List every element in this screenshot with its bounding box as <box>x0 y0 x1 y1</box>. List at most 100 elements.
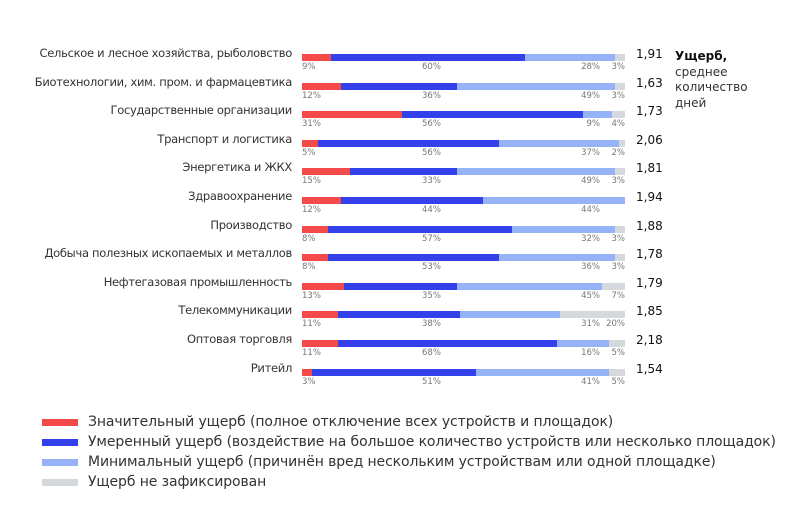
data-label: 7% <box>611 290 626 301</box>
data-label: 44% <box>422 205 441 215</box>
bar-segment <box>302 168 351 176</box>
bar-segment <box>608 368 625 376</box>
data-label: 31% <box>302 119 321 130</box>
bar-segment <box>302 111 403 119</box>
data-label: 2% <box>611 147 626 158</box>
bar-segment <box>302 54 332 61</box>
data-label: 11% <box>302 348 321 358</box>
legend-item-severe: Значительный ущерб (полное отключение вс… <box>42 412 776 432</box>
category-label: Нефтегазовая промышленность <box>103 274 293 289</box>
avg-days-value: 1,73 <box>636 104 663 119</box>
bar-segment <box>615 225 625 233</box>
legend-swatch <box>42 438 78 446</box>
bar-segment <box>615 254 625 262</box>
bar-segment <box>499 254 616 262</box>
data-label: 53% <box>422 262 441 273</box>
bar-segment <box>302 340 338 347</box>
data-label: 56% <box>422 147 441 158</box>
legend-item-minimal: Минимальный ущерб (причинён вред несколь… <box>42 452 776 472</box>
data-label: 3% <box>302 376 316 387</box>
data-label: 31% <box>581 319 600 330</box>
bar-segment <box>337 311 461 319</box>
data-label: 5% <box>611 348 626 358</box>
data-label: 3% <box>611 176 626 187</box>
avg-days-value: 2,06 <box>636 132 663 147</box>
bar-segment <box>615 168 625 176</box>
data-label: 68% <box>422 348 441 358</box>
data-label: 12% <box>302 205 321 215</box>
bar-segment <box>511 225 616 233</box>
data-label: 9% <box>586 119 601 130</box>
legend-label: Умеренный ущерб (воздействие на большое … <box>88 434 776 450</box>
bar-segment <box>557 340 609 347</box>
bar-segment <box>618 139 625 147</box>
data-label: 8% <box>302 233 316 244</box>
bar-segment <box>482 197 625 204</box>
data-label: 45% <box>581 290 600 301</box>
data-label: 11% <box>302 319 321 330</box>
category-label: Добыча полезных ископаемых и металлов <box>44 246 292 261</box>
avg-days-value: 1,81 <box>636 161 663 176</box>
bar-segment <box>302 282 344 290</box>
category-label: Производство <box>210 217 292 232</box>
bar-segment <box>337 340 558 347</box>
bar-segment <box>302 254 328 262</box>
avg-days-title-line: среднее <box>675 64 728 79</box>
avg-days-value: 2,18 <box>636 333 663 347</box>
avg-days-value: 1,79 <box>636 275 663 290</box>
data-label: 38% <box>422 319 441 330</box>
data-label: 44% <box>581 205 600 215</box>
data-label: 32% <box>581 233 600 244</box>
data-label: 35% <box>422 290 441 301</box>
data-label: 51% <box>422 376 441 387</box>
data-label: 20% <box>606 319 625 330</box>
bar-segment <box>340 197 483 204</box>
data-label: 9% <box>302 62 316 72</box>
stacked-bar-chart: Сельское и лесное хозяйства, рыболовство… <box>34 46 663 387</box>
bar-segment <box>302 139 319 147</box>
legend-item-none: Ущерб не зафиксирован <box>42 472 776 492</box>
legend-item-moderate: Умеренный ущерб (воздействие на большое … <box>42 432 776 452</box>
bar-segment <box>457 282 603 290</box>
data-label: 3% <box>611 262 626 273</box>
avg-days-title: Ущерб, среднее количество дней <box>675 49 748 111</box>
data-label: 8% <box>302 262 316 273</box>
data-label: 3% <box>611 90 626 101</box>
data-label: 5% <box>611 376 626 387</box>
data-label: 13% <box>302 290 321 301</box>
legend-label: Ущерб не зафиксирован <box>88 474 267 490</box>
data-label: 16% <box>581 348 600 358</box>
bar-segment <box>402 111 583 119</box>
bar-segment <box>318 139 500 147</box>
data-label: 57% <box>422 233 441 244</box>
bar-segment <box>327 254 500 262</box>
bar-segment <box>343 282 458 290</box>
data-label: 5% <box>302 147 316 158</box>
bar-segment <box>302 197 341 204</box>
legend-swatch <box>42 478 78 486</box>
avg-days-title-line: количество <box>675 80 748 94</box>
bar-segment <box>302 82 341 90</box>
legend: Значительный ущерб (полное отключение вс… <box>42 412 776 492</box>
data-label: 15% <box>302 176 321 187</box>
category-label: Энергетика и ЖКХ <box>182 160 292 175</box>
category-label: Биотехнологии, хим. пром. и фармацевтика <box>34 74 293 89</box>
bar-segment <box>460 311 561 319</box>
data-label: 4% <box>611 119 626 130</box>
bar-segment <box>615 82 625 90</box>
data-label: 36% <box>422 90 441 101</box>
bar-segment <box>612 111 625 119</box>
data-label: 3% <box>611 233 626 244</box>
bar-segment <box>350 168 458 176</box>
data-label: 3% <box>611 62 626 72</box>
legend-swatch <box>42 458 78 466</box>
data-label: 49% <box>581 176 600 187</box>
bar-segment <box>331 54 525 61</box>
category-label: Ритейл <box>250 360 293 375</box>
bar-segment <box>457 168 616 176</box>
legend-label: Значительный ущерб (полное отключение вс… <box>88 414 614 430</box>
category-label: Оптовая торговля <box>186 332 292 346</box>
bar-segment <box>602 282 625 290</box>
category-label: Здравоохранение <box>188 189 292 203</box>
bar-segment <box>302 311 338 319</box>
